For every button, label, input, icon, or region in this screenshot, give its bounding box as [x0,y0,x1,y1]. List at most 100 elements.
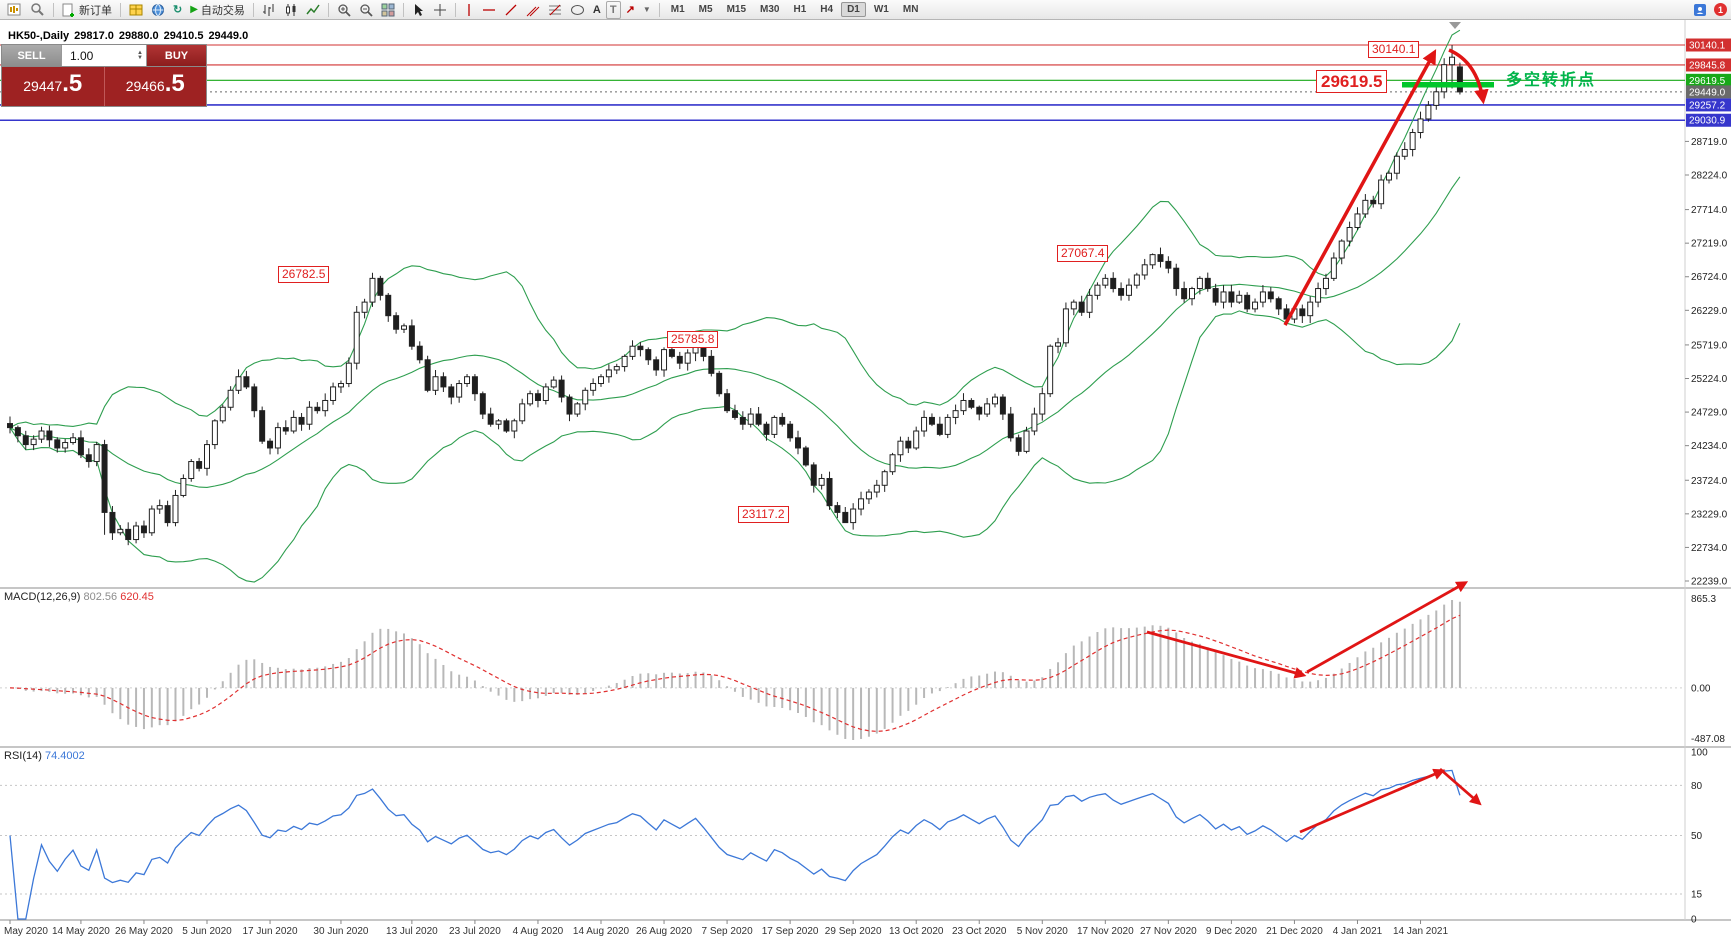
turning-point-bar [1402,82,1494,88]
price-annotation[interactable]: 26782.5 [278,266,330,283]
zoom-in-icon[interactable] [334,1,354,19]
svg-text:-487.08: -487.08 [1691,734,1725,745]
candlestick-chart-icon[interactable] [281,1,301,19]
price-annotation[interactable]: 27067.4 [1057,245,1109,262]
rsi-label: RSI(14) 74.4002 [4,750,85,762]
svg-text:0.00: 0.00 [1691,683,1711,694]
svg-text:9 Dec 2020: 9 Dec 2020 [1206,926,1258,937]
svg-text:29449.0: 29449.0 [1689,87,1726,98]
rsi-panel[interactable]: 100 80 50 15 0 [0,748,1708,926]
svg-text:30 Jun 2020: 30 Jun 2020 [313,926,368,937]
svg-text:23229.0: 23229.0 [1691,509,1728,520]
svg-text:24234.0: 24234.0 [1691,441,1728,452]
toolbar-separator [327,2,329,17]
date-axis[interactable]: May 2020 14 May 2020 26 May 2020 5 Jun 2020… [4,920,1448,937]
timeframe-m15[interactable]: M15 [726,4,747,15]
dropdown-chevron-icon[interactable]: ▼ [642,5,651,14]
panel-frame[interactable] [0,20,1731,921]
timeframe-m1[interactable]: M1 [670,4,685,15]
timeframe-h4[interactable]: H4 [820,4,834,15]
new-order-label: 新订单 [79,4,112,17]
stepper-up-icon[interactable]: ▲ [137,49,143,56]
bar-chart-icon[interactable] [259,1,279,19]
svg-text:80: 80 [1691,781,1703,792]
svg-text:22734.0: 22734.0 [1691,543,1728,554]
auto-trading-label: 自动交易 [200,4,245,17]
horizontal-line-icon[interactable] [479,1,499,19]
volume-input[interactable]: 1.00 ▲ ▼ [61,45,147,66]
notification-badge[interactable]: 1 [1714,3,1727,16]
svg-text:13 Jul 2020: 13 Jul 2020 [386,926,438,937]
buy-button[interactable]: BUY [147,45,206,66]
timeframe-mn[interactable]: MN [902,4,919,15]
label-tool-icon[interactable]: T [605,0,621,19]
svg-text:15: 15 [1691,889,1703,900]
trend-arrows[interactable] [1283,48,1489,326]
zoom-out-icon[interactable] [356,1,376,19]
tile-windows-icon[interactable] [378,1,398,19]
volume-value: 1.00 [70,48,94,63]
sell-button[interactable]: SELL [2,45,61,66]
toolbar-separator [402,2,404,17]
svg-text:17 Jun 2020: 17 Jun 2020 [243,926,298,937]
svg-text:23724.0: 23724.0 [1691,476,1728,487]
fibonacci-icon[interactable] [545,1,565,19]
community-icon[interactable] [1690,1,1710,19]
channel-icon[interactable] [523,1,543,19]
macd-panel[interactable]: 865.3 0.00 -487.08 [0,581,1725,745]
price-axis[interactable]: 28719.0 28224.0 27714.0 27219.0 26724.0 26229… [1685,38,1731,588]
trendline-icon[interactable] [501,1,521,19]
bollinger-bands[interactable] [9,29,1461,583]
ohlc-close: 29449.0 [208,30,249,42]
buy-price[interactable]: 29466.5 [104,67,206,106]
cursor-icon[interactable] [409,1,428,19]
ellipse-tool-icon[interactable] [567,1,588,19]
svg-text:25224.0: 25224.0 [1691,374,1728,385]
market-grid-icon[interactable] [126,1,146,19]
toolbar-separator [658,2,660,17]
svg-text:23 Jul 2020: 23 Jul 2020 [449,926,501,937]
svg-text:27714.0: 27714.0 [1691,205,1728,216]
price-annotation[interactable]: 29619.5 [1316,70,1388,94]
new-order-button[interactable]: 新订单 [59,1,115,19]
candles[interactable] [7,45,1463,546]
timeframe-d1[interactable]: D1 [841,2,866,17]
price-annotation[interactable]: 30140.1 [1368,41,1420,58]
web-terminal-icon[interactable] [148,1,168,19]
ohlc-high: 29880.0 [118,30,159,42]
svg-text:29 Sep 2020: 29 Sep 2020 [825,926,882,937]
arrows-tool-icon[interactable]: ↗ [625,4,635,16]
svg-text:13 Oct 2020: 13 Oct 2020 [889,926,944,937]
stepper-down-icon[interactable]: ▼ [137,54,143,61]
vertical-line-icon[interactable] [461,1,477,19]
svg-text:14 May 2020: 14 May 2020 [52,926,110,937]
svg-text:28224.0: 28224.0 [1691,170,1728,181]
timeframe-w1[interactable]: W1 [873,4,889,15]
text-tool-icon[interactable]: A [592,3,601,16]
svg-text:14 Jan 2021: 14 Jan 2021 [1393,926,1448,937]
timeframe-h1[interactable]: H1 [793,4,807,15]
line-chart-icon[interactable] [303,1,323,19]
sell-price[interactable]: 29447.5 [2,67,105,106]
new-chart-icon[interactable] [4,1,25,19]
turning-point-label[interactable]: 多空转折点 [1506,72,1597,89]
chart-profiles-icon[interactable] [27,1,48,19]
price-annotation[interactable]: 25785.8 [667,331,719,348]
main-toolbar: 新订单 ↻ ▶ 自动交易 A T ↗ ▼ M1 M5 M15 M30 H1 H4… [0,0,1731,20]
timeframe-m30[interactable]: M30 [760,4,780,15]
svg-text:May 2020: May 2020 [4,926,48,937]
chart-canvas[interactable]: 28719.0 28224.0 27714.0 27219.0 26724.0 26229… [0,20,1731,943]
svg-text:5 Jun 2020: 5 Jun 2020 [182,926,232,937]
symbol-period: HK50-,Daily [8,30,70,42]
svg-text:7 Sep 2020: 7 Sep 2020 [701,926,753,937]
svg-text:25719.0: 25719.0 [1691,340,1728,351]
refresh-icon[interactable]: ↻ [173,4,183,16]
auto-trading-button[interactable]: ▶ 自动交易 [187,1,248,19]
price-annotation[interactable]: 23117.2 [738,506,789,523]
volume-stepper[interactable]: ▲ ▼ [137,49,144,61]
svg-text:14 Aug 2020: 14 Aug 2020 [573,926,630,937]
timeframe-m5[interactable]: M5 [698,4,713,15]
svg-text:26229.0: 26229.0 [1691,306,1728,317]
chart-title: HK50-,Daily 29817.0 29880.0 29410.5 29449.0 [8,30,253,42]
crosshair-icon[interactable] [430,1,450,19]
